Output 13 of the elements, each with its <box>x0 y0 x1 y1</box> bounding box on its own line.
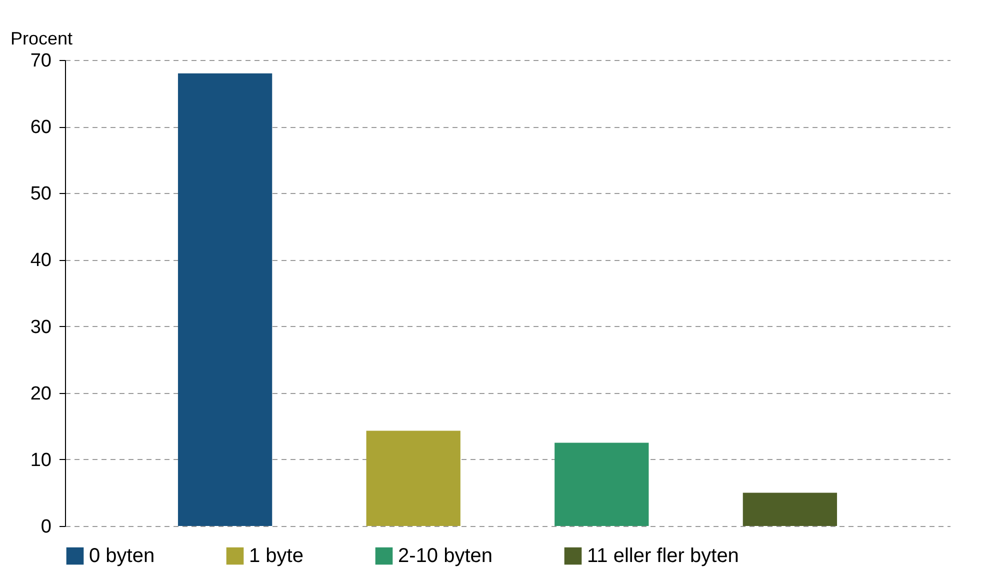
y-tick-label: 0 <box>40 516 52 538</box>
y-tick-label: 60 <box>30 117 52 138</box>
y-tick-label: 30 <box>30 316 52 338</box>
y-axis-title: Procent <box>10 28 73 48</box>
y-tick-label: 20 <box>30 383 52 404</box>
y-tick-label: 50 <box>30 184 52 205</box>
legend-label: 1 byte <box>249 545 304 567</box>
legend-label: 11 eller fler byten <box>587 545 739 567</box>
legend-label: 2-10 byten <box>398 545 493 567</box>
y-tick-label: 40 <box>30 250 52 272</box>
y-tick-label: 70 <box>30 50 52 72</box>
y-tick-label: 10 <box>30 450 52 471</box>
legend-label: 0 byten <box>89 545 155 567</box>
